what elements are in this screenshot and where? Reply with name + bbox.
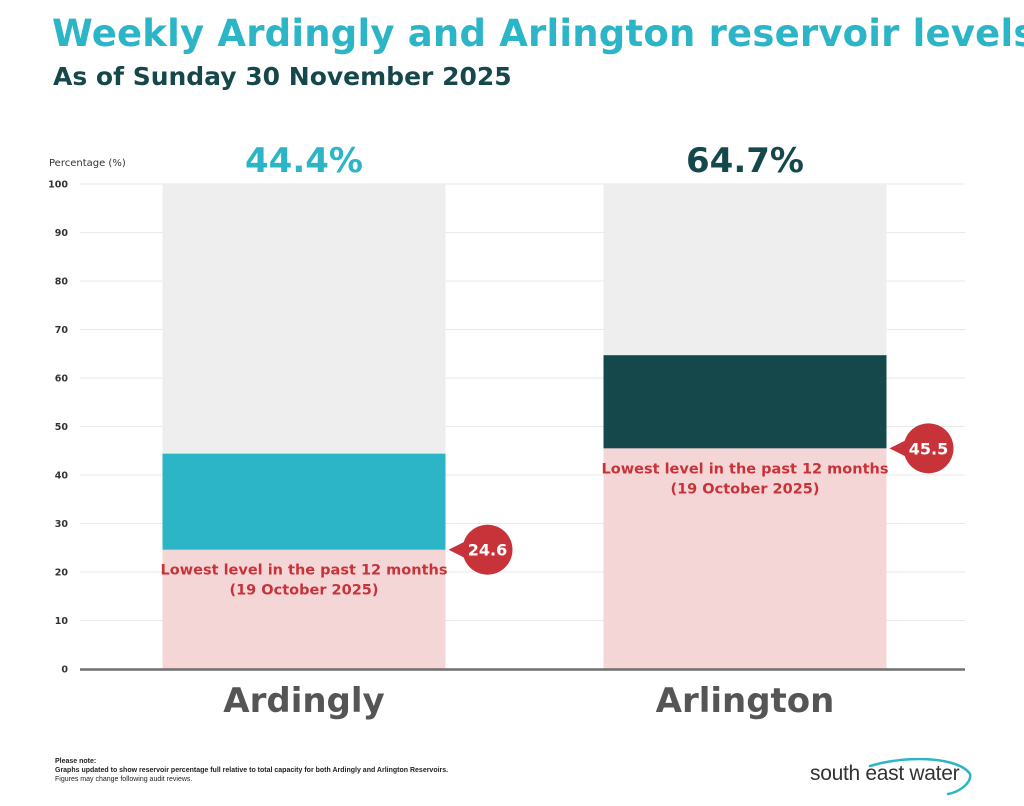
callout-value: 24.6: [468, 541, 507, 560]
y-tick-label: 50: [55, 422, 69, 433]
lowest-level-text: Lowest level in the past 12 months: [161, 563, 448, 579]
bar-value-label: 64.7%: [686, 141, 804, 181]
page-subtitle: As of Sunday 30 November 2025: [53, 62, 512, 91]
category-label: Ardingly: [223, 681, 384, 721]
bar-lowest-level: [162, 549, 446, 669]
y-tick-label: 80: [55, 277, 69, 288]
callout-value: 45.5: [909, 439, 948, 458]
reservoir-bar-chart: Percentage (%) 0 10 20 30 40 50 60 70 80 90 100 Lowe…: [48, 141, 965, 721]
y-tick-label: 100: [48, 180, 68, 191]
category-label: Arlington: [656, 681, 835, 721]
y-tick-label: 10: [55, 616, 69, 627]
footnote-line-2: Figures may change following audit revie…: [55, 776, 193, 783]
y-tick-label: 40: [55, 471, 69, 482]
y-tick-label: 70: [55, 325, 69, 336]
footnote: Please note: Graphs updated to show rese…: [55, 757, 448, 784]
y-axis-label: Percentage (%): [49, 158, 126, 169]
footnote-line-1: Graphs updated to show reservoir percent…: [55, 767, 449, 774]
y-tick-label: 30: [55, 519, 69, 530]
footnote-heading: Please note:: [55, 758, 97, 765]
bar-lowest-level: [603, 448, 887, 669]
south-east-water-logo: south east water: [810, 758, 980, 798]
y-tick-label: 60: [55, 374, 69, 385]
y-tick-label: 20: [55, 568, 69, 579]
lowest-level-date: (19 October 2025): [670, 481, 819, 497]
lowest-level-date: (19 October 2025): [229, 583, 378, 599]
y-tick-label: 90: [55, 228, 69, 239]
y-tick-label: 0: [61, 665, 68, 676]
logo-text: south east water: [810, 762, 960, 785]
page-title: Weekly Ardingly and Arlington reservoir …: [52, 12, 1024, 55]
lowest-level-text: Lowest level in the past 12 months: [602, 461, 889, 477]
wave-icon: [868, 758, 972, 796]
bar-value-label: 44.4%: [245, 141, 363, 181]
callout-badge: [462, 524, 513, 575]
callout-badge: [903, 423, 954, 474]
